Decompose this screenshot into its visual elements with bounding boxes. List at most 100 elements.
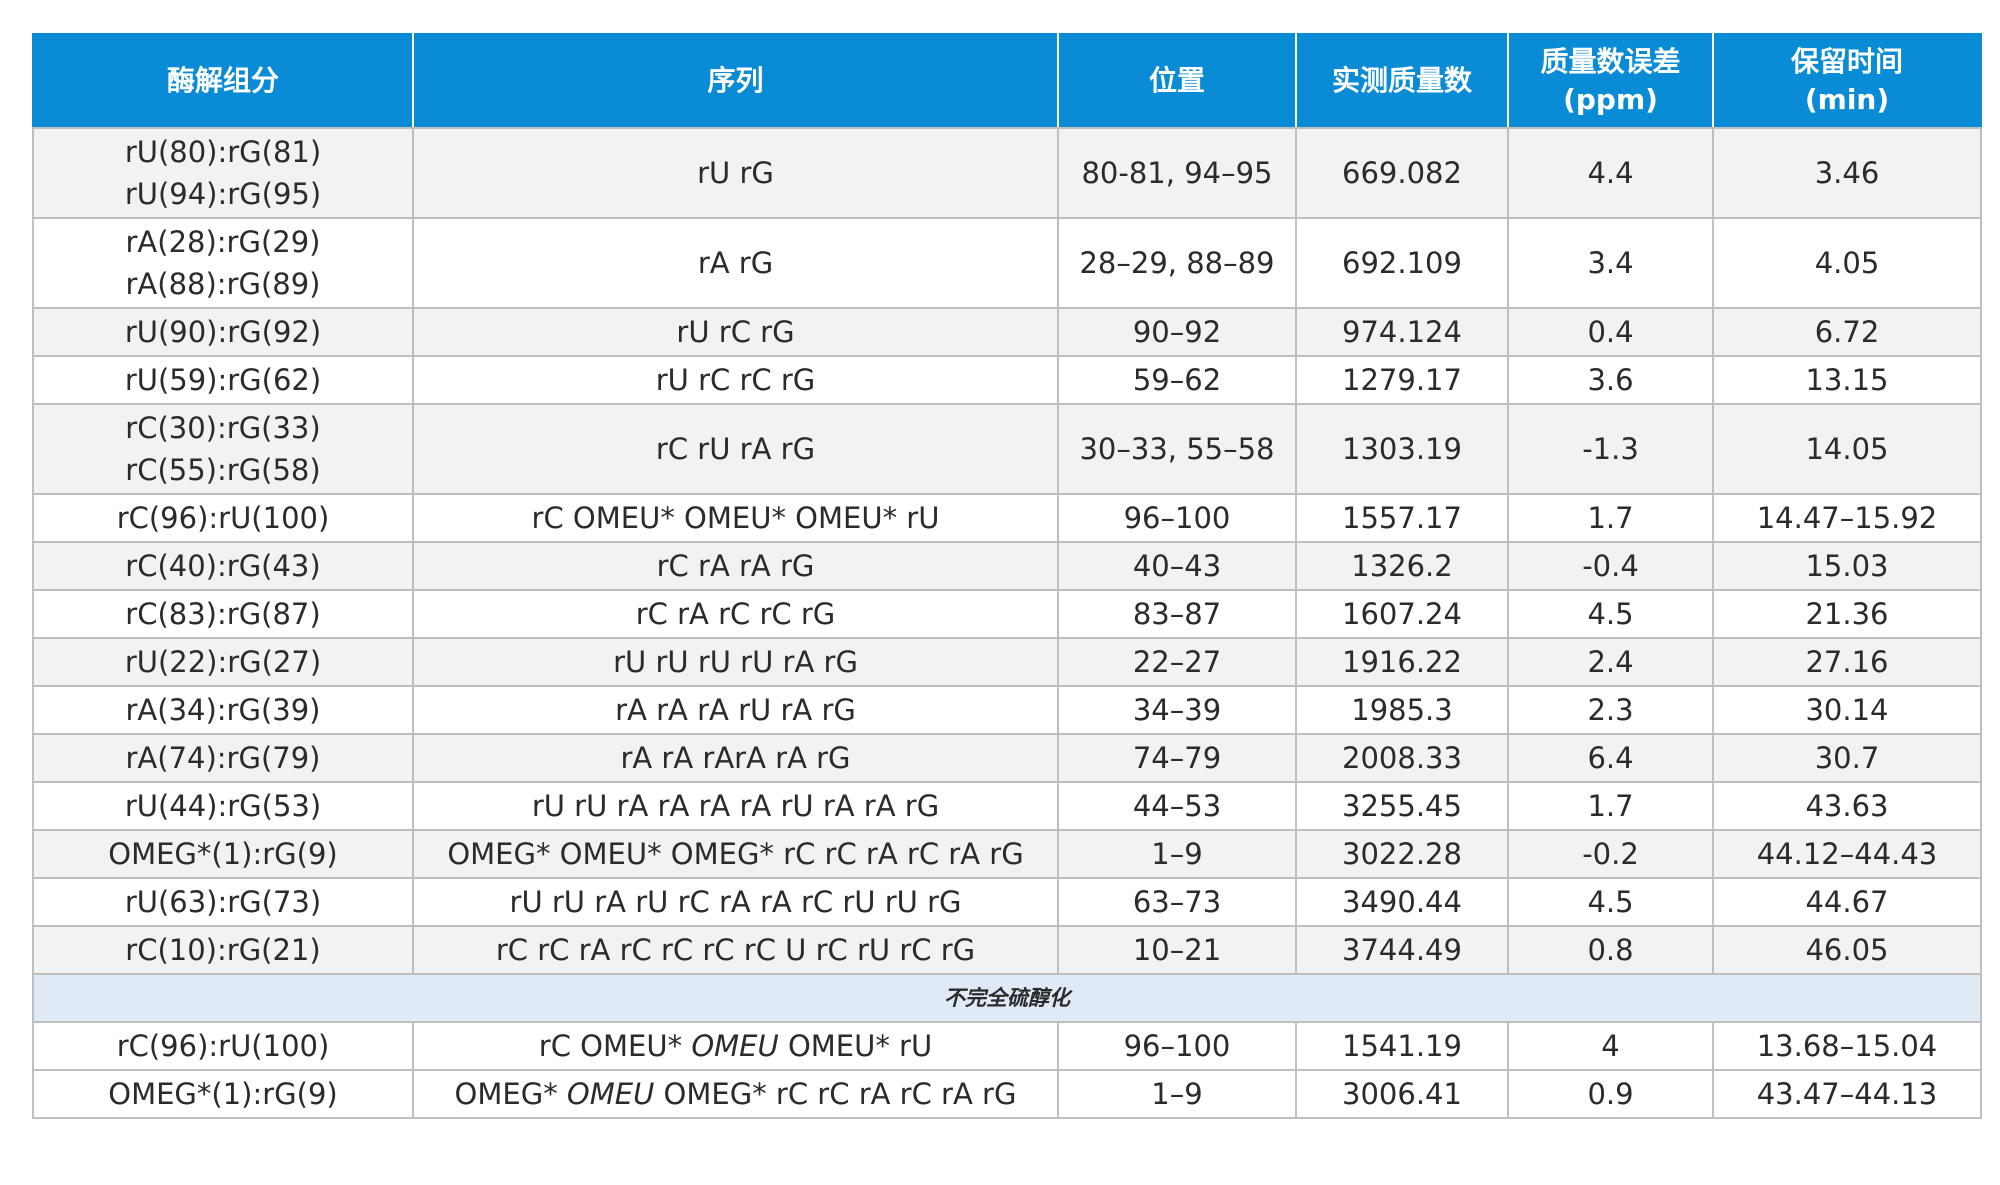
header-sequence: 序列 [412, 33, 1059, 129]
position-cell: 83–87 [1057, 589, 1297, 639]
sequence-cell: rA rA rArA rA rG [412, 733, 1059, 783]
retention-time-cell: 44.12–44.43 [1712, 829, 1982, 879]
table-row: rC(10):rG(21) rC rC rA rC rC rC rC U rC r… [32, 925, 1982, 975]
sequence-cell: rU rG [412, 127, 1059, 219]
header-mass-error-unit: (ppm) [1563, 83, 1658, 116]
component-line: rC(96):rU(100) [116, 501, 330, 535]
component-cell: rC(96):rU(100) [32, 1021, 414, 1071]
sequence-part: OMEU [691, 1029, 779, 1063]
component-line: rC(55):rG(58) [125, 453, 321, 487]
component-cell: rU(59):rG(62) [32, 355, 414, 405]
position-cell: 63–73 [1057, 877, 1297, 927]
retention-time-cell: 30.14 [1712, 685, 1982, 735]
header-retention-time-label: 保留时间 [1790, 45, 1903, 78]
sequence-part: OMEG* rC rC rA rC rA rG [663, 1077, 1017, 1111]
mass-cell: 1303.19 [1295, 403, 1509, 495]
position-cell: 96–100 [1057, 493, 1297, 543]
sequence-cell: rA rG [412, 217, 1059, 309]
table-body: rU(80):rG(81) rU(94):rG(95) rU rG 80-81, 94… [32, 127, 1982, 1119]
component-line: rU(94):rG(95) [124, 177, 322, 211]
sequence-cell: OMEG* OMEU OMEG* rC rC rA rC rA rG [412, 1069, 1059, 1119]
header-component-label: 酶解组分 [166, 64, 279, 97]
table-row: rU(80):rG(81) rU(94):rG(95) rU rG 80-81, 94… [32, 127, 1982, 219]
table-row: rC(30):rG(33) rC(55):rG(58) rC rU rA rG 30–… [32, 403, 1982, 495]
mass-cell: 3006.41 [1295, 1069, 1509, 1119]
section-row-incomplete-thiolation: 不完全硫醇化 [32, 973, 1982, 1023]
position-cell: 74–79 [1057, 733, 1297, 783]
component-cell: rA(74):rG(79) [32, 733, 414, 783]
retention-time-cell: 4.05 [1712, 217, 1982, 309]
mass-error-cell: 0.8 [1507, 925, 1714, 975]
retention-time-cell: 27.16 [1712, 637, 1982, 687]
position-cell: 1–9 [1057, 1069, 1297, 1119]
sequence-cell: rU rU rA rA rA rA rU rA rA rG [412, 781, 1059, 831]
component-cell: rC(10):rG(21) [32, 925, 414, 975]
retention-time-cell: 3.46 [1712, 127, 1982, 219]
table-row: rU(63):rG(73) rU rU rA rU rC rA rA rC rU … [32, 877, 1982, 927]
position-cell: 10–21 [1057, 925, 1297, 975]
digestion-results-table: 酶解组分 序列 位置 实测质量数 质量数误差 (ppm) 保留时间 (min) … [32, 33, 1982, 1119]
header-retention-time-unit: (min) [1804, 83, 1890, 116]
component-cell: rU(80):rG(81) rU(94):rG(95) [32, 127, 414, 219]
mass-error-cell: 3.4 [1507, 217, 1714, 309]
retention-time-cell: 6.72 [1712, 307, 1982, 357]
mass-cell: 692.109 [1295, 217, 1509, 309]
mass-error-cell: 4 [1507, 1021, 1714, 1071]
table-row: rA(34):rG(39) rA rA rA rU rA rG 34–39 1985.… [32, 685, 1982, 735]
component-line: OMEG*(1):rG(9) [108, 837, 338, 871]
table-row: rU(22):rG(27) rU rU rU rU rA rG 22–27 1916.… [32, 637, 1982, 687]
component-line: rA(28):rG(29) [125, 225, 321, 259]
mass-error-cell: 4.5 [1507, 589, 1714, 639]
mass-error-cell: 2.3 [1507, 685, 1714, 735]
component-line: rC(83):rG(87) [125, 597, 321, 631]
position-cell: 1–9 [1057, 829, 1297, 879]
table-row: rA(74):rG(79) rA rA rArA rA rG 74–79 2008.3… [32, 733, 1982, 783]
mass-cell: 1326.2 [1295, 541, 1509, 591]
component-line: rC(10):rG(21) [125, 933, 321, 967]
retention-time-cell: 43.63 [1712, 781, 1982, 831]
header-position-label: 位置 [1148, 64, 1205, 97]
sequence-cell: rC rU rA rG [412, 403, 1059, 495]
component-line: rC(40):rG(43) [125, 549, 321, 583]
component-cell: rA(34):rG(39) [32, 685, 414, 735]
component-cell: rU(44):rG(53) [32, 781, 414, 831]
sequence-cell: rC OMEU* OMEU OMEU* rU [412, 1021, 1059, 1071]
header-mass-error-label: 质量数误差 [1540, 45, 1681, 78]
component-cell: rU(90):rG(92) [32, 307, 414, 357]
mass-error-cell: 4.4 [1507, 127, 1714, 219]
mass-error-cell: -1.3 [1507, 403, 1714, 495]
component-cell: rU(63):rG(73) [32, 877, 414, 927]
table-row: OMEG*(1):rG(9) OMEG* OMEU* OMEG* rC rC rA… [32, 829, 1982, 879]
mass-error-cell: 0.9 [1507, 1069, 1714, 1119]
sequence-cell: rC rA rA rG [412, 541, 1059, 591]
header-retention-time: 保留时间 (min) [1712, 33, 1982, 129]
retention-time-cell: 15.03 [1712, 541, 1982, 591]
sequence-part: OMEG* [454, 1077, 558, 1111]
table-row: rC(40):rG(43) rC rA rA rG 40–43 1326.2 -0.4 1… [32, 541, 1982, 591]
table-row: rC(83):rG(87) rC rA rC rC rG 83–87 1607.24 4… [32, 589, 1982, 639]
component-cell: rC(96):rU(100) [32, 493, 414, 543]
component-line: rU(44):rG(53) [124, 789, 322, 823]
position-cell: 90–92 [1057, 307, 1297, 357]
mass-cell: 3022.28 [1295, 829, 1509, 879]
mass-error-cell: 1.7 [1507, 781, 1714, 831]
mass-cell: 1607.24 [1295, 589, 1509, 639]
component-cell: rA(28):rG(29) rA(88):rG(89) [32, 217, 414, 309]
component-cell: OMEG*(1):rG(9) [32, 1069, 414, 1119]
mass-cell: 1985.3 [1295, 685, 1509, 735]
sequence-cell: rU rC rC rG [412, 355, 1059, 405]
table-row: rC(96):rU(100) rC OMEU* OMEU OMEU* rU 96–1… [32, 1021, 1982, 1071]
retention-time-cell: 44.67 [1712, 877, 1982, 927]
section-label: 不完全硫醇化 [32, 973, 1982, 1023]
retention-time-cell: 30.7 [1712, 733, 1982, 783]
sequence-cell: rC OMEU* OMEU* OMEU* rU [412, 493, 1059, 543]
sequence-cell: OMEG* OMEU* OMEG* rC rC rA rC rA rG [412, 829, 1059, 879]
mass-cell: 669.082 [1295, 127, 1509, 219]
table-row: rU(90):rG(92) rU rC rG 90–92 974.124 0.4 6.72 [32, 307, 1982, 357]
header-mass-error: 质量数误差 (ppm) [1507, 33, 1714, 129]
mass-error-cell: 0.4 [1507, 307, 1714, 357]
header-row: 酶解组分 序列 位置 实测质量数 质量数误差 (ppm) 保留时间 (min) [32, 33, 1982, 129]
position-cell: 28–29, 88–89 [1057, 217, 1297, 309]
header-position: 位置 [1057, 33, 1297, 129]
position-cell: 80-81, 94–95 [1057, 127, 1297, 219]
